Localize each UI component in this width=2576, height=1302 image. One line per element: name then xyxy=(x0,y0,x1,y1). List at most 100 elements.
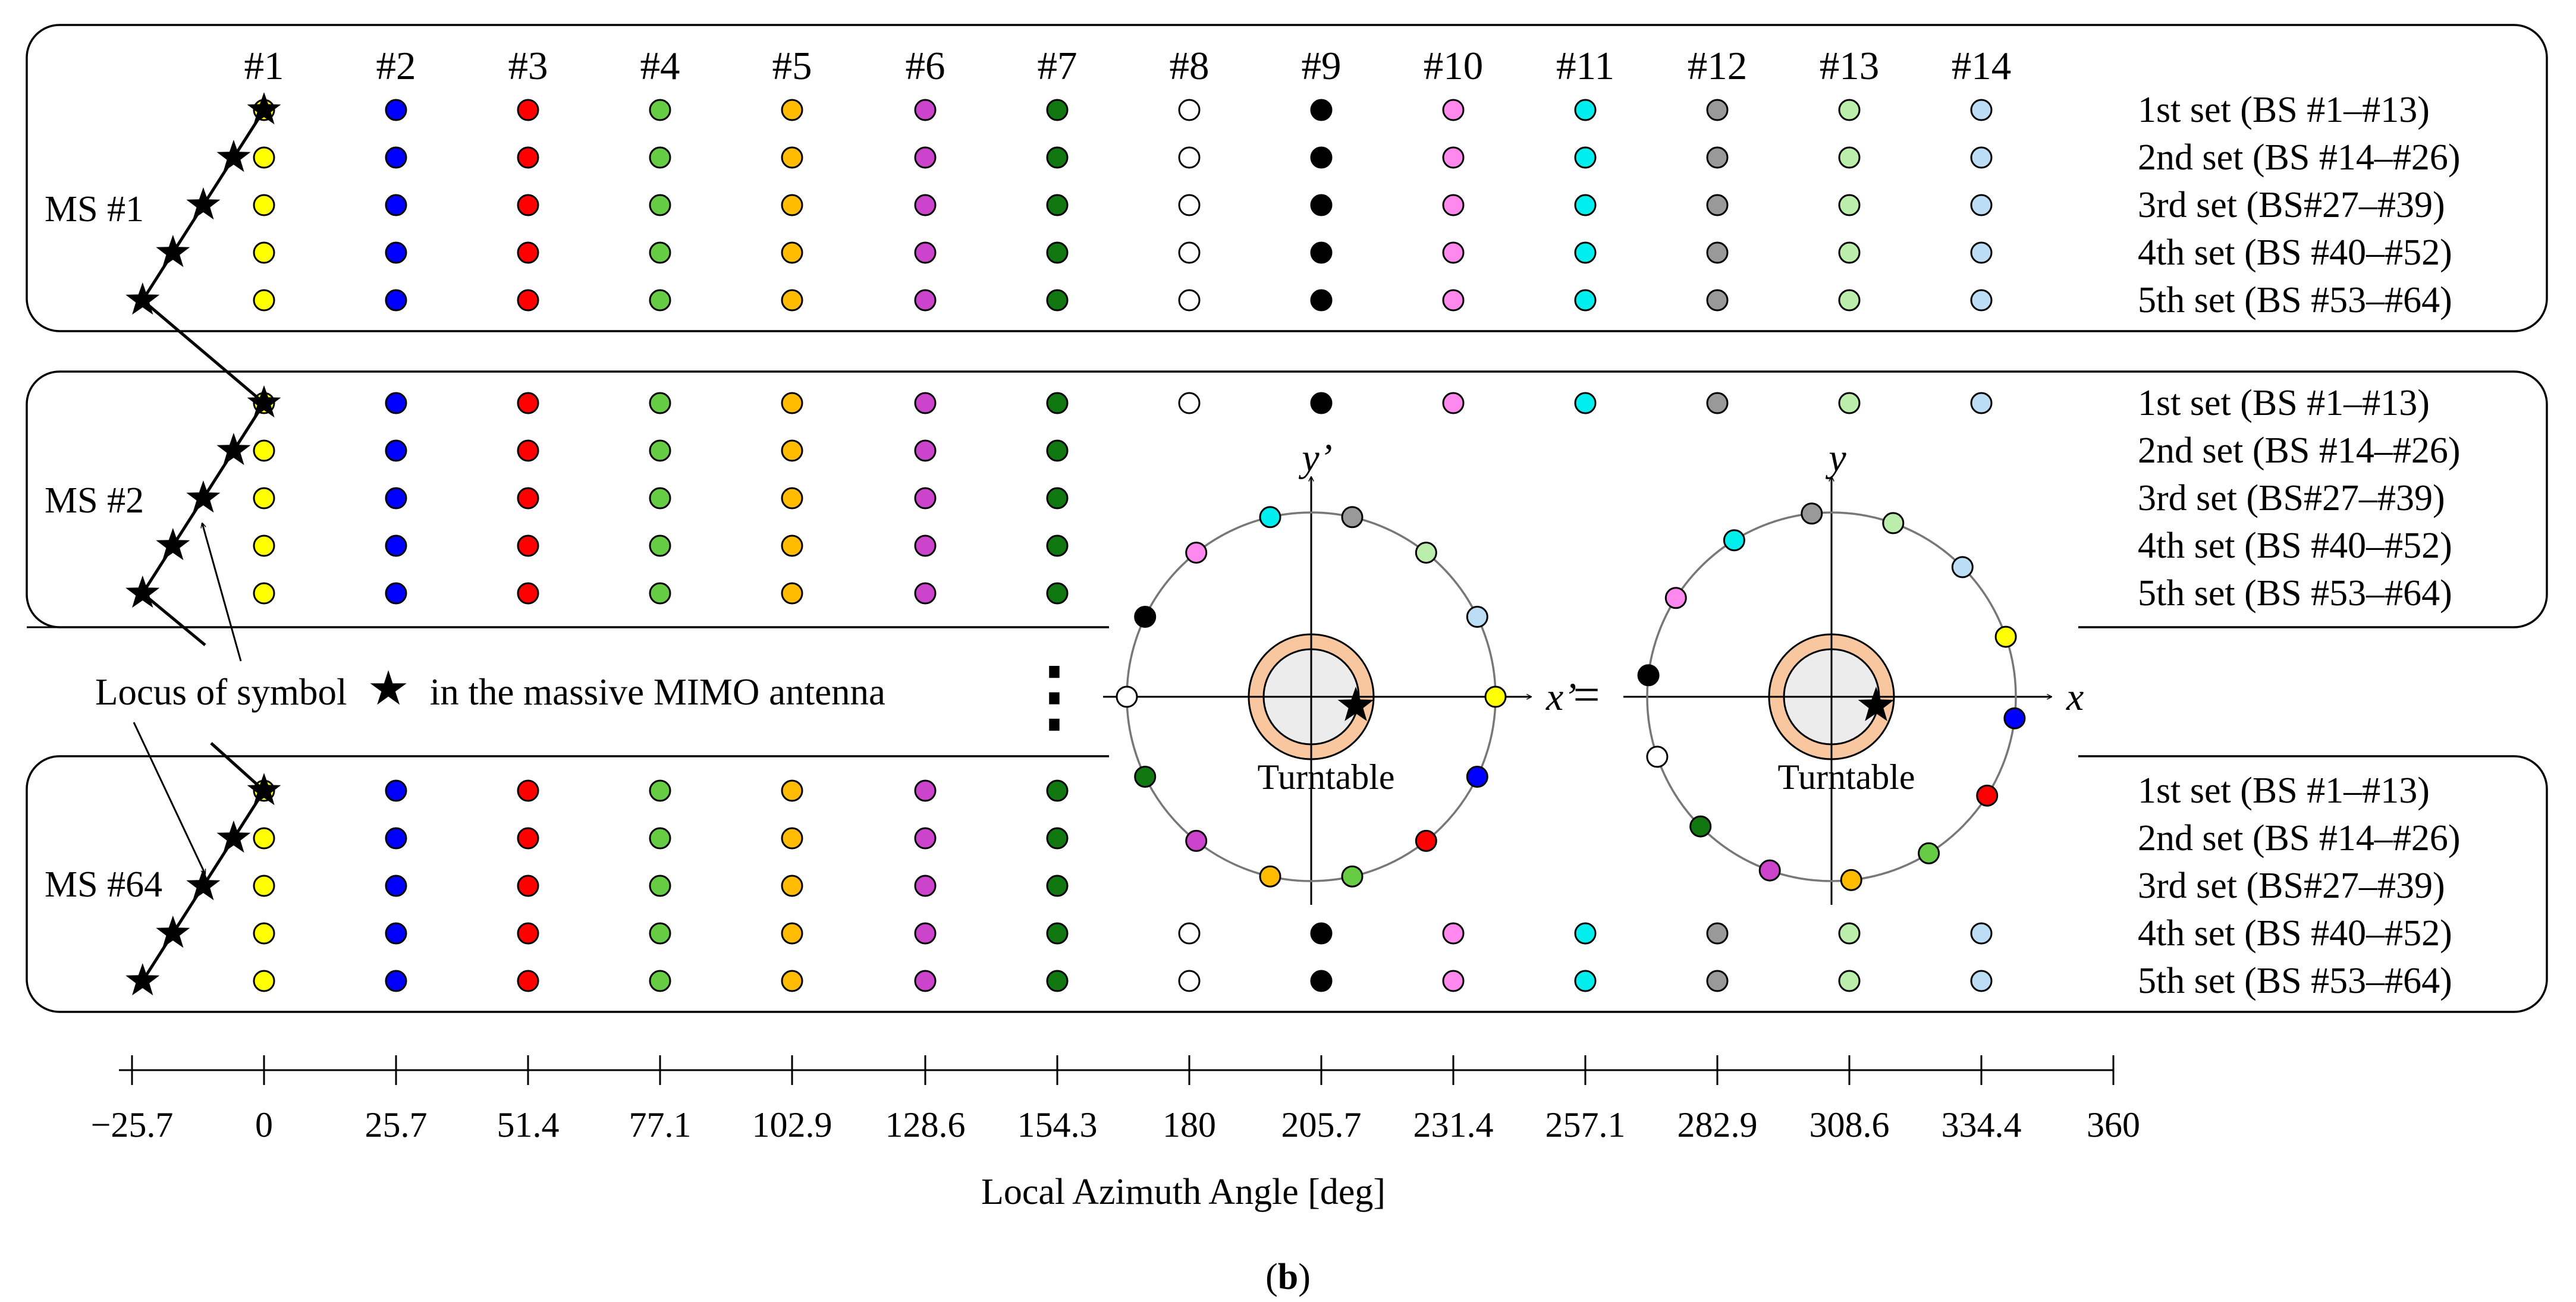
set-label: 1st set (BS #1–#13) xyxy=(2138,770,2430,811)
bs-dot xyxy=(781,827,803,850)
bs-header-11: #11 xyxy=(1556,44,1614,88)
bs-dot xyxy=(1178,970,1201,992)
inset-bs-dot xyxy=(1415,829,1437,852)
locus-star xyxy=(216,140,251,172)
inset-bs-dot xyxy=(1758,859,1781,882)
bs-dot xyxy=(781,922,803,945)
bs-dot xyxy=(649,289,671,312)
bs-dot xyxy=(1046,439,1069,462)
bs-dot xyxy=(1310,392,1333,414)
bs-dot xyxy=(1178,241,1201,264)
inset-bs-dot xyxy=(1341,506,1364,529)
bs-dot xyxy=(914,99,937,121)
bs-dot xyxy=(1838,970,1861,992)
bs-header-10: #10 xyxy=(1424,44,1484,88)
bs-dot xyxy=(914,827,937,850)
bs-dot xyxy=(781,779,803,802)
bs-dot xyxy=(1706,970,1729,992)
locus-connector xyxy=(142,299,265,404)
bs-dot xyxy=(914,534,937,557)
bs-dot xyxy=(1970,146,1993,169)
turntable-label: Turntable xyxy=(1257,757,1394,797)
bs-dot xyxy=(1046,582,1069,605)
bs-dot xyxy=(517,534,539,557)
bs-dot xyxy=(914,779,937,802)
bs-dot xyxy=(1046,970,1069,992)
bs-dot xyxy=(517,146,539,169)
axis-tick-label: 334.4 xyxy=(1942,1105,2022,1144)
axis-tick-label: −25.7 xyxy=(91,1105,174,1144)
bs-dot xyxy=(385,779,407,802)
set-label: 4th set (BS #40–#52) xyxy=(2138,913,2452,954)
bs-dot xyxy=(1046,487,1069,510)
locus-star xyxy=(186,868,221,901)
bs-dot xyxy=(649,534,671,557)
inset-bs-dot xyxy=(1484,685,1507,708)
bs-dot xyxy=(1838,194,1861,216)
inset-bs-dot xyxy=(1134,606,1157,628)
axis-title: Local Azimuth Angle [deg] xyxy=(981,1172,1386,1212)
bs-dot xyxy=(1574,289,1597,312)
locus-star xyxy=(125,963,160,996)
bs-dot xyxy=(1970,970,1993,992)
bs-dot xyxy=(253,875,275,897)
bs-dot xyxy=(253,439,275,462)
bs-dot xyxy=(1574,241,1597,264)
bs-dot xyxy=(1442,922,1465,945)
bs-dot xyxy=(649,146,671,169)
locus-connector xyxy=(210,742,265,792)
bs-dot xyxy=(1046,534,1069,557)
bs-dot xyxy=(1970,289,1993,312)
bs-dot xyxy=(1970,392,1993,414)
locus-star xyxy=(186,480,221,513)
bs-dot xyxy=(253,827,275,850)
bs-dot xyxy=(1310,289,1333,312)
set-label: 2nd set (BS #14–#26) xyxy=(2138,818,2461,858)
bs-dot xyxy=(914,970,937,992)
inset-outer-circle xyxy=(1646,511,2017,882)
bs-dot xyxy=(1574,392,1597,414)
bs-dot xyxy=(1310,922,1333,945)
bs-dot xyxy=(517,392,539,414)
axis-tick-label: 308.6 xyxy=(1810,1105,1890,1144)
bs-dot xyxy=(781,99,803,121)
locus-star xyxy=(216,433,251,466)
bs-header-3: #3 xyxy=(508,44,548,88)
bs-dot xyxy=(1970,99,1993,121)
inset-bs-dot xyxy=(1951,556,1974,578)
bs-dot xyxy=(1442,194,1465,216)
locus-layer xyxy=(27,92,1109,996)
bs-dot xyxy=(781,534,803,557)
locus-star-icon: ★ xyxy=(367,663,410,715)
azimuth-axis: −25.7 0 25.7 51.4 77.1 102.9 128.6 154.3 180 205.… xyxy=(91,1055,2140,1144)
bs-dot xyxy=(1046,827,1069,850)
bs-dot xyxy=(385,439,407,462)
bs-dot xyxy=(914,922,937,945)
bs-dot xyxy=(914,487,937,510)
ms-labels: MS #1 MS #2 MS #64 xyxy=(45,189,162,905)
bs-dot xyxy=(781,487,803,510)
bs-dot xyxy=(781,582,803,605)
axis-tick-label: 0 xyxy=(255,1105,273,1144)
bs-dot xyxy=(385,534,407,557)
bs-dot xyxy=(253,194,275,216)
inset-bs-dot xyxy=(1185,829,1208,852)
inset-bs-dot xyxy=(2003,707,2026,729)
bs-dot xyxy=(1706,241,1729,264)
bs-dot xyxy=(385,241,407,264)
turntable-star xyxy=(1337,687,1374,721)
set-label: 2nd set (BS #14–#26) xyxy=(2138,430,2461,471)
bs-dot xyxy=(1046,99,1069,121)
equals-sign: = xyxy=(1573,669,1600,721)
inset-bs-dot xyxy=(1723,529,1745,552)
locus-label-prefix: Locus of symbol xyxy=(95,671,347,713)
locus-star xyxy=(125,282,160,315)
set-labels: 1st set (BS #1–#13) 2nd set (BS #14–#26) 3… xyxy=(2138,90,2461,1001)
ms-label-1: MS #2 xyxy=(45,480,144,521)
bs-dot xyxy=(1838,922,1861,945)
locus-star xyxy=(125,575,160,608)
bs-dot xyxy=(385,289,407,312)
turntable-label: Turntable xyxy=(1777,757,1915,797)
bs-dot xyxy=(253,146,275,169)
